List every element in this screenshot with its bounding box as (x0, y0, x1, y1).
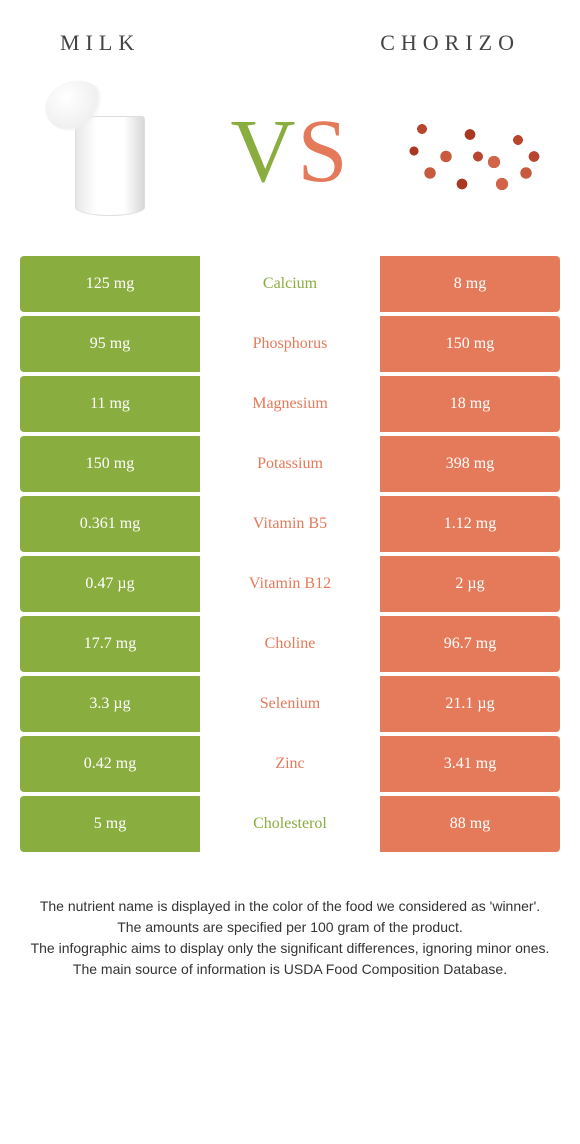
left-value: 5 mg (20, 796, 200, 852)
header: MILK CHORIZO (0, 0, 580, 76)
milk-image (30, 71, 190, 231)
nutrient-name: Phosphorus (200, 316, 380, 372)
right-value: 150 mg (380, 316, 560, 372)
left-value: 0.42 mg (20, 736, 200, 792)
nutrition-table: 125 mgCalcium8 mg95 mgPhosphorus150 mg11… (0, 256, 580, 852)
table-row: 150 mgPotassium398 mg (20, 436, 560, 492)
left-value: 0.361 mg (20, 496, 200, 552)
table-row: 0.42 mgZinc3.41 mg (20, 736, 560, 792)
chorizo-pile-icon (390, 96, 550, 206)
vs-v: V (230, 102, 297, 201)
table-row: 3.3 µgSelenium21.1 µg (20, 676, 560, 732)
table-row: 11 mgMagnesium18 mg (20, 376, 560, 432)
milk-glass-icon (65, 86, 155, 216)
nutrient-name: Magnesium (200, 376, 380, 432)
right-value: 96.7 mg (380, 616, 560, 672)
images-row: VS (0, 76, 580, 256)
right-value: 21.1 µg (380, 676, 560, 732)
table-row: 0.361 mgVitamin B51.12 mg (20, 496, 560, 552)
right-value: 398 mg (380, 436, 560, 492)
nutrient-name: Choline (200, 616, 380, 672)
nutrient-name: Vitamin B12 (200, 556, 380, 612)
nutrient-name: Vitamin B5 (200, 496, 380, 552)
chorizo-image (390, 71, 550, 231)
left-value: 0.47 µg (20, 556, 200, 612)
left-value: 17.7 mg (20, 616, 200, 672)
vs-s: S (297, 102, 349, 201)
left-value: 3.3 µg (20, 676, 200, 732)
footer-line-1: The nutrient name is displayed in the co… (30, 896, 550, 917)
footer-line-2: The amounts are specified per 100 gram o… (30, 917, 550, 938)
nutrient-name: Selenium (200, 676, 380, 732)
left-value: 11 mg (20, 376, 200, 432)
footer-line-4: The main source of information is USDA F… (30, 959, 550, 980)
table-row: 5 mgCholesterol88 mg (20, 796, 560, 852)
nutrient-name: Cholesterol (200, 796, 380, 852)
left-food-title: MILK (60, 30, 140, 56)
vs-label: VS (230, 100, 349, 203)
nutrient-name: Potassium (200, 436, 380, 492)
nutrient-name: Zinc (200, 736, 380, 792)
nutrient-name: Calcium (200, 256, 380, 312)
table-row: 0.47 µgVitamin B122 µg (20, 556, 560, 612)
left-value: 150 mg (20, 436, 200, 492)
left-value: 125 mg (20, 256, 200, 312)
right-food-title: CHORIZO (380, 30, 520, 56)
table-row: 95 mgPhosphorus150 mg (20, 316, 560, 372)
right-value: 88 mg (380, 796, 560, 852)
left-value: 95 mg (20, 316, 200, 372)
right-value: 8 mg (380, 256, 560, 312)
footer-line-3: The infographic aims to display only the… (30, 938, 550, 959)
footer-notes: The nutrient name is displayed in the co… (0, 856, 580, 980)
right-value: 2 µg (380, 556, 560, 612)
right-value: 18 mg (380, 376, 560, 432)
right-value: 3.41 mg (380, 736, 560, 792)
right-value: 1.12 mg (380, 496, 560, 552)
table-row: 125 mgCalcium8 mg (20, 256, 560, 312)
table-row: 17.7 mgCholine96.7 mg (20, 616, 560, 672)
